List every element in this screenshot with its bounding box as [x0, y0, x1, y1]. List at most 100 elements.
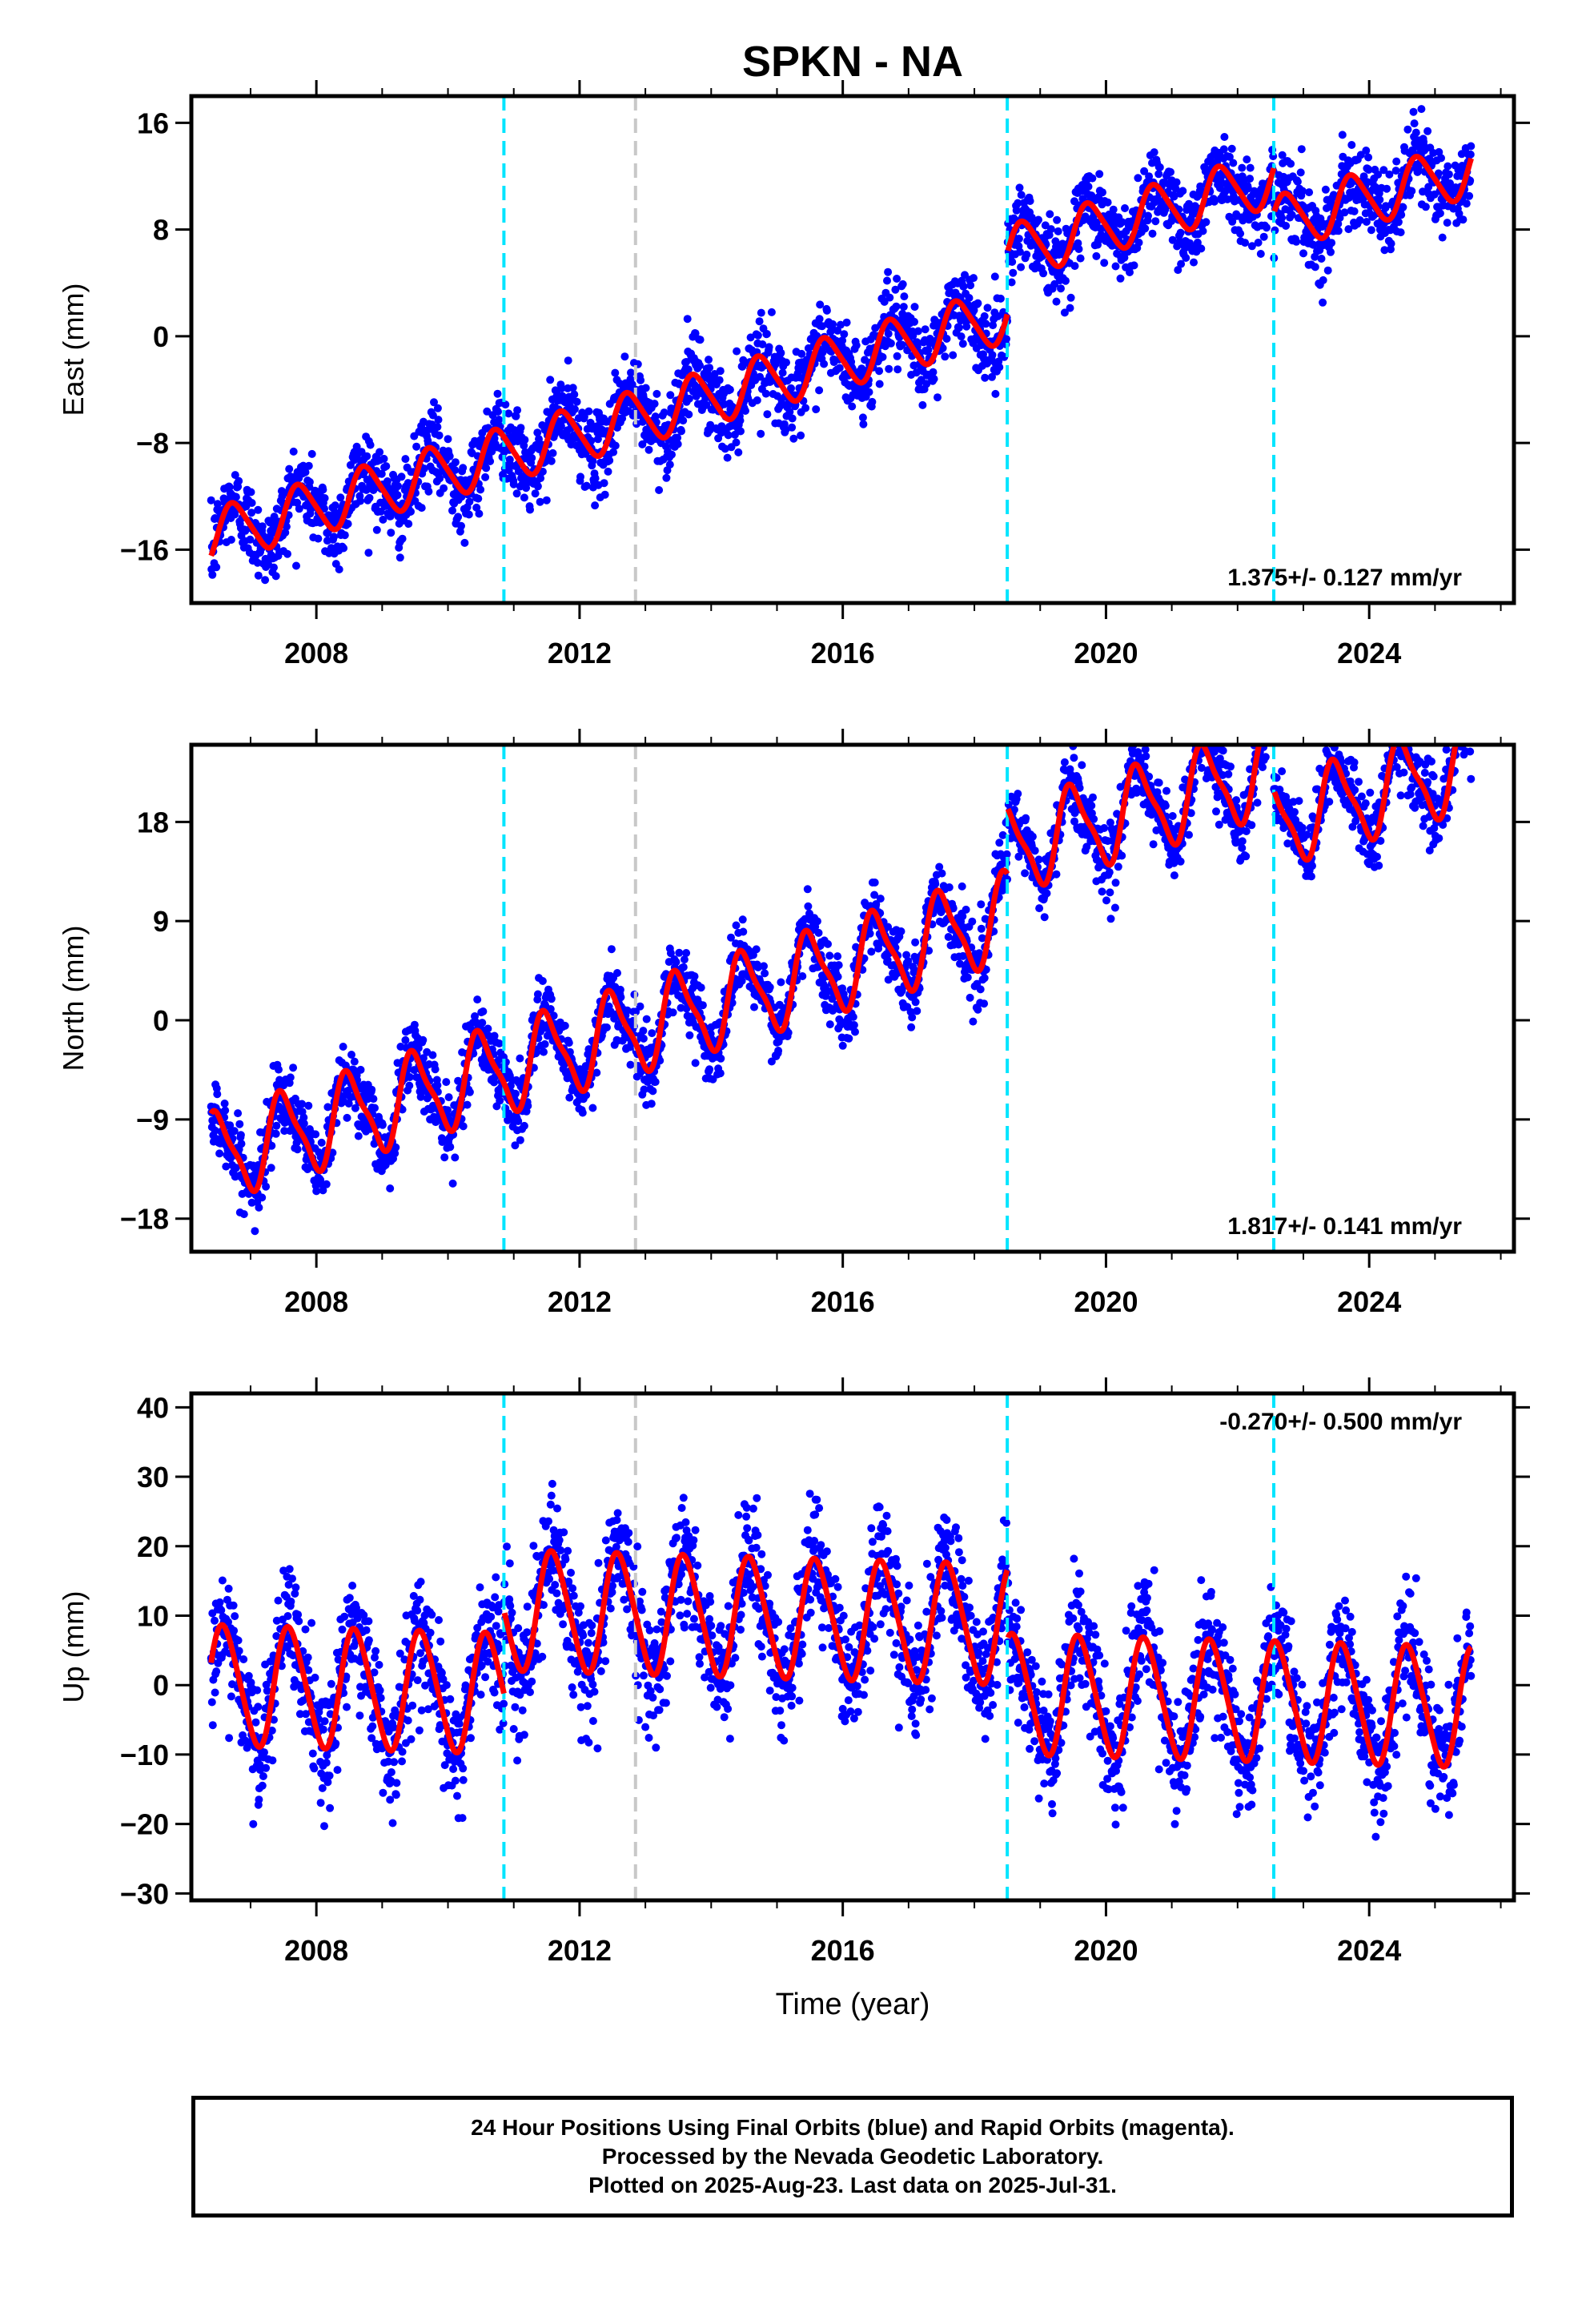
east-data-point [1039, 269, 1048, 278]
east-data-point [989, 321, 998, 330]
north-data-point [716, 1069, 725, 1078]
east-data-point [520, 436, 529, 444]
east-data-point [1092, 251, 1101, 260]
north-data-point [685, 1031, 694, 1039]
east-data-point [1103, 198, 1112, 207]
east-data-point [212, 563, 221, 572]
east-data-point [352, 442, 361, 451]
east-data-point [412, 442, 421, 451]
east-data-point [307, 449, 316, 458]
east-y-tick-label: −8 [136, 427, 169, 460]
east-data-point [1154, 170, 1163, 179]
east-data-point [1014, 199, 1022, 207]
east-data-point [763, 410, 772, 419]
east-data-point [363, 452, 371, 460]
north-data-point [354, 1132, 363, 1140]
east-data-point [1396, 228, 1405, 237]
east-data-point [542, 496, 551, 505]
east-data-point [588, 456, 597, 465]
north-data-point [459, 1122, 468, 1131]
east-data-point [685, 410, 693, 419]
east-data-point [734, 448, 743, 456]
east-data-point [270, 563, 278, 572]
east-data-point [618, 414, 627, 423]
north-data-point [540, 1047, 548, 1056]
east-data-point [495, 416, 504, 424]
east-data-point [1443, 219, 1452, 227]
east-data-point [343, 520, 352, 529]
north-data-point [1078, 761, 1086, 770]
north-data-point [289, 1063, 298, 1072]
north-data-point [369, 1095, 378, 1104]
north-data-point [913, 1007, 921, 1015]
east-data-point [941, 352, 950, 361]
east-data-point [444, 435, 452, 444]
east-data-point [512, 412, 520, 420]
east-data-point [1220, 133, 1229, 141]
north-data-point [516, 1054, 524, 1063]
east-data-point [818, 348, 827, 357]
north-data-points [207, 745, 1476, 1236]
east-data-point [957, 332, 966, 341]
east-data-point [254, 505, 263, 514]
east-data-point [314, 534, 323, 543]
east-data-point [1321, 185, 1330, 194]
east-data-point [1084, 183, 1093, 191]
east-data-point [394, 482, 403, 490]
north-data-point [578, 1108, 587, 1117]
east-data-point [340, 531, 349, 540]
east-data-point [893, 352, 901, 360]
east-data-point [892, 302, 901, 311]
east-data-point [611, 441, 620, 450]
east-data-point [247, 499, 256, 507]
east-y-tick-label: 0 [153, 320, 169, 353]
east-data-point [767, 308, 776, 316]
north-data-point [849, 1021, 858, 1029]
east-data-point [1465, 191, 1474, 200]
north-data-point [976, 985, 985, 994]
east-data-point [1293, 177, 1302, 186]
east-data-point [261, 576, 270, 585]
east-data-point [765, 343, 773, 352]
east-data-point [476, 485, 485, 494]
north-data-point [511, 1089, 520, 1098]
east-data-point [1172, 178, 1181, 187]
north-data-point [272, 1121, 281, 1130]
east-data-point [531, 489, 540, 498]
north-data-point [824, 939, 832, 948]
east-data-point [609, 448, 618, 456]
east-data-point [387, 529, 396, 537]
east-data-point [433, 423, 442, 432]
east-data-point [445, 452, 454, 460]
north-data-point [825, 951, 834, 960]
north-data-point [1022, 814, 1030, 822]
east-data-point [1012, 206, 1021, 215]
north-data-point [367, 1085, 376, 1094]
east-data-point [732, 438, 741, 447]
east-data-point [1319, 275, 1327, 284]
east-data-point [840, 330, 849, 339]
north-data-point [220, 1100, 229, 1108]
east-data-point [331, 501, 339, 510]
east-data-point [576, 472, 584, 481]
north-data-point [496, 1096, 504, 1105]
east-data-point [1088, 174, 1097, 183]
north-data-point [251, 1227, 259, 1236]
north-data-point [977, 900, 986, 909]
east-data-point [1423, 127, 1432, 135]
east-data-point [1387, 239, 1395, 248]
east-data-point [1338, 131, 1347, 139]
east-data-point [283, 549, 291, 558]
north-data-point [969, 1017, 978, 1026]
east-data-point [464, 510, 473, 519]
east-data-point [1197, 244, 1206, 253]
north-data-point [760, 962, 768, 971]
east-data-point [1141, 224, 1150, 233]
east-data-point [1155, 163, 1164, 171]
east-data-point [1182, 254, 1191, 262]
east-data-point [913, 327, 922, 336]
north-data-point [962, 905, 970, 914]
north-data-point [675, 948, 684, 957]
east-data-point [533, 482, 542, 491]
